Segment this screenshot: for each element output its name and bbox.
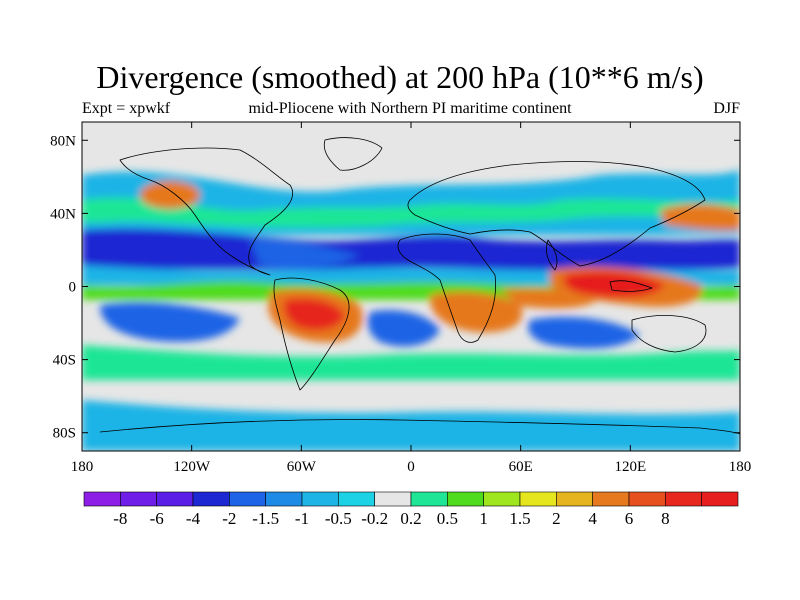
field-layer: [82, 122, 740, 451]
colorbar-swatch: [665, 491, 702, 507]
colorbar-label: 0.2: [400, 509, 421, 528]
x-tick-label: 120E: [614, 459, 646, 475]
coast-antarctica: [99, 419, 740, 435]
colorbar-label: 8: [661, 509, 670, 528]
colorbar-swatch: [374, 491, 412, 507]
region-africa-orange: [429, 291, 523, 333]
colorbar-label: -2: [222, 509, 236, 528]
colorbar-swatch: [483, 491, 521, 507]
x-axis: 180 120W 60W 0 60E 120E 180: [71, 122, 752, 475]
coast-africa: [397, 233, 497, 343]
colorbar-swatch: [156, 491, 194, 507]
colorbar-label: 0.5: [437, 509, 458, 528]
coast-south-america: [273, 277, 350, 391]
page-title: Divergence (smoothed) at 200 hPa (10**6 …: [96, 59, 704, 95]
x-tick-label: 120W: [173, 459, 211, 475]
colorbar-swatch: [556, 491, 593, 507]
colorbar-swatch: [265, 491, 303, 507]
region-samerica-red: [284, 298, 345, 331]
y-axis: 80N 40N 0 40S 80S: [50, 133, 740, 442]
colorbar-label: -8: [113, 509, 127, 528]
colorbar: -8 -6 -4 -2 -1.5 -1 -0.5 -0.2 0.2 0.5 1 1.5 2 4 6 8: [83, 491, 739, 528]
region-north-green: [82, 197, 740, 228]
region-south-green: [82, 345, 740, 380]
contour-fill: [82, 170, 740, 451]
coastlines: [99, 137, 740, 435]
colorbar-swatch: [410, 491, 448, 507]
region-sind-blue: [528, 316, 640, 349]
coast-india: [546, 239, 558, 271]
coast-greenland: [323, 137, 383, 171]
colorbar-swatch: [519, 491, 557, 507]
x-tick-label: 60W: [287, 459, 317, 475]
y-tick-label: 40N: [50, 206, 76, 222]
colorbar-label: -1: [295, 509, 309, 528]
colorbar-label: 6: [625, 509, 634, 528]
season-label: DJF: [713, 100, 740, 117]
colorbar-swatch: [192, 491, 230, 507]
colorbar-label: 2: [552, 509, 561, 528]
subtitle: mid-Pliocene with Northern PI maritime c…: [248, 100, 572, 117]
region-npac-orange: [140, 181, 200, 209]
colorbar-label: 4: [588, 509, 597, 528]
region-satl-blue: [367, 310, 440, 347]
y-tick-label: 0: [69, 280, 77, 296]
region-ant-cyan: [82, 400, 740, 451]
region-n20-blue: [82, 228, 740, 271]
y-tick-label: 40S: [53, 353, 76, 369]
x-tick-label: 180: [729, 459, 752, 475]
colorbar-label: -6: [150, 509, 164, 528]
colorbar-swatch: [229, 491, 266, 507]
region-n20-darkblue: [250, 239, 360, 269]
x-tick-label: 60E: [509, 459, 533, 475]
x-tick-label: 180: [71, 459, 94, 475]
colorbar-swatch: [301, 491, 339, 507]
colorbar-label: -0.5: [325, 509, 352, 528]
region-wnp-orange: [660, 204, 740, 231]
region-spac-blue: [100, 302, 240, 342]
x-tick-label: 0: [407, 459, 415, 475]
colorbar-label: -1.5: [252, 509, 279, 528]
colorbar-swatch: [338, 491, 375, 507]
y-tick-label: 80N: [50, 133, 76, 149]
coast-north-america: [119, 147, 293, 276]
coast-maritime: [609, 280, 653, 292]
colorbar-swatch: [120, 491, 157, 507]
colorbar-swatch: [447, 491, 484, 507]
y-tick-label: 80S: [53, 426, 76, 442]
colorbar-swatch: [83, 491, 121, 507]
colorbar-swatch: [701, 491, 739, 507]
coast-australia: [631, 315, 707, 353]
colorbar-swatch: [628, 491, 666, 507]
colorbar-label: -0.2: [361, 509, 388, 528]
colorbar-label: 1.5: [509, 509, 530, 528]
experiment-label: Expt = xpwkf: [82, 100, 171, 117]
colorbar-swatch: [592, 491, 630, 507]
colorbar-label: 1: [479, 509, 488, 528]
colorbar-label: -4: [186, 509, 201, 528]
coast-europe-asia: [407, 161, 706, 267]
